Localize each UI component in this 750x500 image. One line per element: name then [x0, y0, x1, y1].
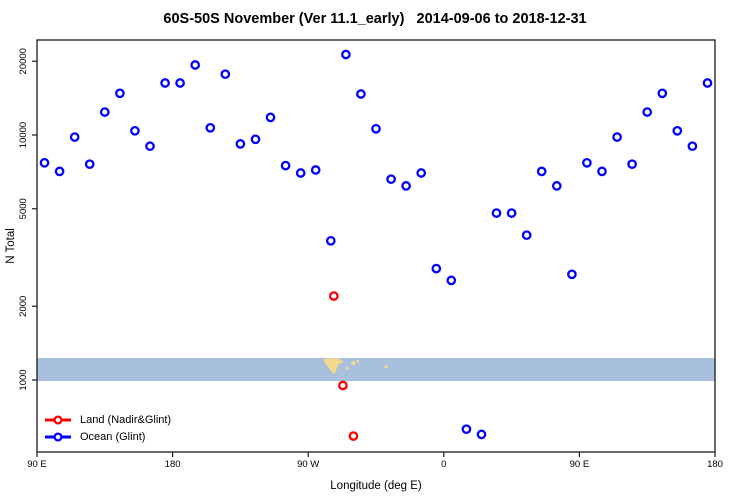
land-speckle [384, 365, 388, 369]
data-point-ocean [521, 230, 532, 241]
data-point-ocean [160, 78, 170, 88]
data-point-ocean [325, 235, 336, 246]
data-point-ocean [265, 112, 276, 123]
data-point-ocean [582, 157, 592, 168]
data-point-ocean [672, 125, 683, 136]
data-point-ocean [551, 181, 562, 191]
data-point-ocean [687, 141, 698, 152]
data-point-ocean [250, 134, 261, 145]
data-point-ocean [341, 49, 351, 60]
data-point-ocean [657, 88, 668, 99]
data-point-ocean [130, 125, 140, 136]
data-point-ocean [401, 181, 411, 191]
data-point-land [328, 291, 339, 301]
data-point-ocean [356, 89, 366, 99]
y-tick-label: 20000 [18, 48, 29, 74]
data-point-ocean [54, 166, 65, 177]
x-tick-label: 0 [441, 459, 446, 470]
data-point-ocean [702, 78, 713, 88]
land-speckle [356, 359, 360, 363]
x-tick-label: 90 E [570, 459, 590, 470]
land-marker-icon [45, 414, 71, 425]
data-point-ocean [612, 132, 622, 142]
data-point-ocean [627, 159, 637, 170]
data-point-land [348, 431, 359, 441]
x-tick-label: 180 [165, 459, 181, 470]
data-point-ocean [461, 424, 472, 435]
data-point-ocean [416, 168, 427, 178]
chart-title: 60S-50S November (Ver 11.1_early) 2014-0… [163, 11, 587, 27]
x-axis-title: Longitude (deg E) [330, 480, 422, 492]
legend-item-land: Land (Nadir&Glint) [44, 412, 171, 427]
data-point-ocean [145, 141, 155, 152]
plot-border [36, 39, 716, 453]
data-point-ocean [567, 269, 577, 280]
x-tick-label: 180 [707, 459, 723, 470]
data-point-ocean [205, 122, 216, 133]
legend: Land (Nadir&Glint) Ocean (Glint) [44, 412, 171, 444]
y-tick-label: 1000 [18, 369, 29, 390]
data-point-ocean [280, 160, 291, 171]
data-point-ocean [235, 139, 246, 149]
y-tick-label: 10000 [18, 122, 29, 148]
data-point-ocean [220, 69, 231, 80]
ocean-marker-icon [45, 431, 71, 442]
data-point-ocean [642, 107, 653, 117]
y-tick-label: 5000 [18, 198, 29, 219]
data-point-ocean [476, 429, 487, 440]
land-speckle [345, 366, 349, 370]
data-point-ocean [175, 78, 185, 88]
legend-label-land: Land (Nadir&Glint) [80, 413, 172, 426]
data-point-ocean [431, 263, 442, 274]
data-point-ocean [446, 275, 457, 286]
data-point-ocean [506, 208, 517, 218]
data-point-ocean [115, 88, 125, 99]
data-point-ocean [386, 174, 396, 185]
legend-item-ocean: Ocean (Glint) [44, 429, 171, 444]
ocean-band [37, 357, 715, 382]
data-point-ocean [536, 166, 547, 177]
data-point-land [338, 380, 348, 391]
land-speckle [351, 361, 356, 366]
land-patch [324, 358, 344, 375]
data-point-ocean [597, 166, 607, 177]
data-point-ocean [491, 208, 502, 218]
data-point-ocean [310, 165, 321, 175]
data-point-ocean [99, 107, 110, 117]
x-tick-label: 90 W [297, 459, 319, 470]
data-point-ocean [295, 168, 306, 178]
y-tick-label: 2000 [18, 296, 29, 317]
legend-label-ocean: Ocean (Glint) [80, 430, 146, 443]
data-point-ocean [39, 157, 50, 168]
data-point-ocean [84, 159, 95, 170]
x-tick-label: 90 E [27, 459, 47, 470]
data-point-ocean [371, 123, 381, 134]
data-point-ocean [69, 132, 80, 142]
data-point-ocean [190, 60, 201, 70]
